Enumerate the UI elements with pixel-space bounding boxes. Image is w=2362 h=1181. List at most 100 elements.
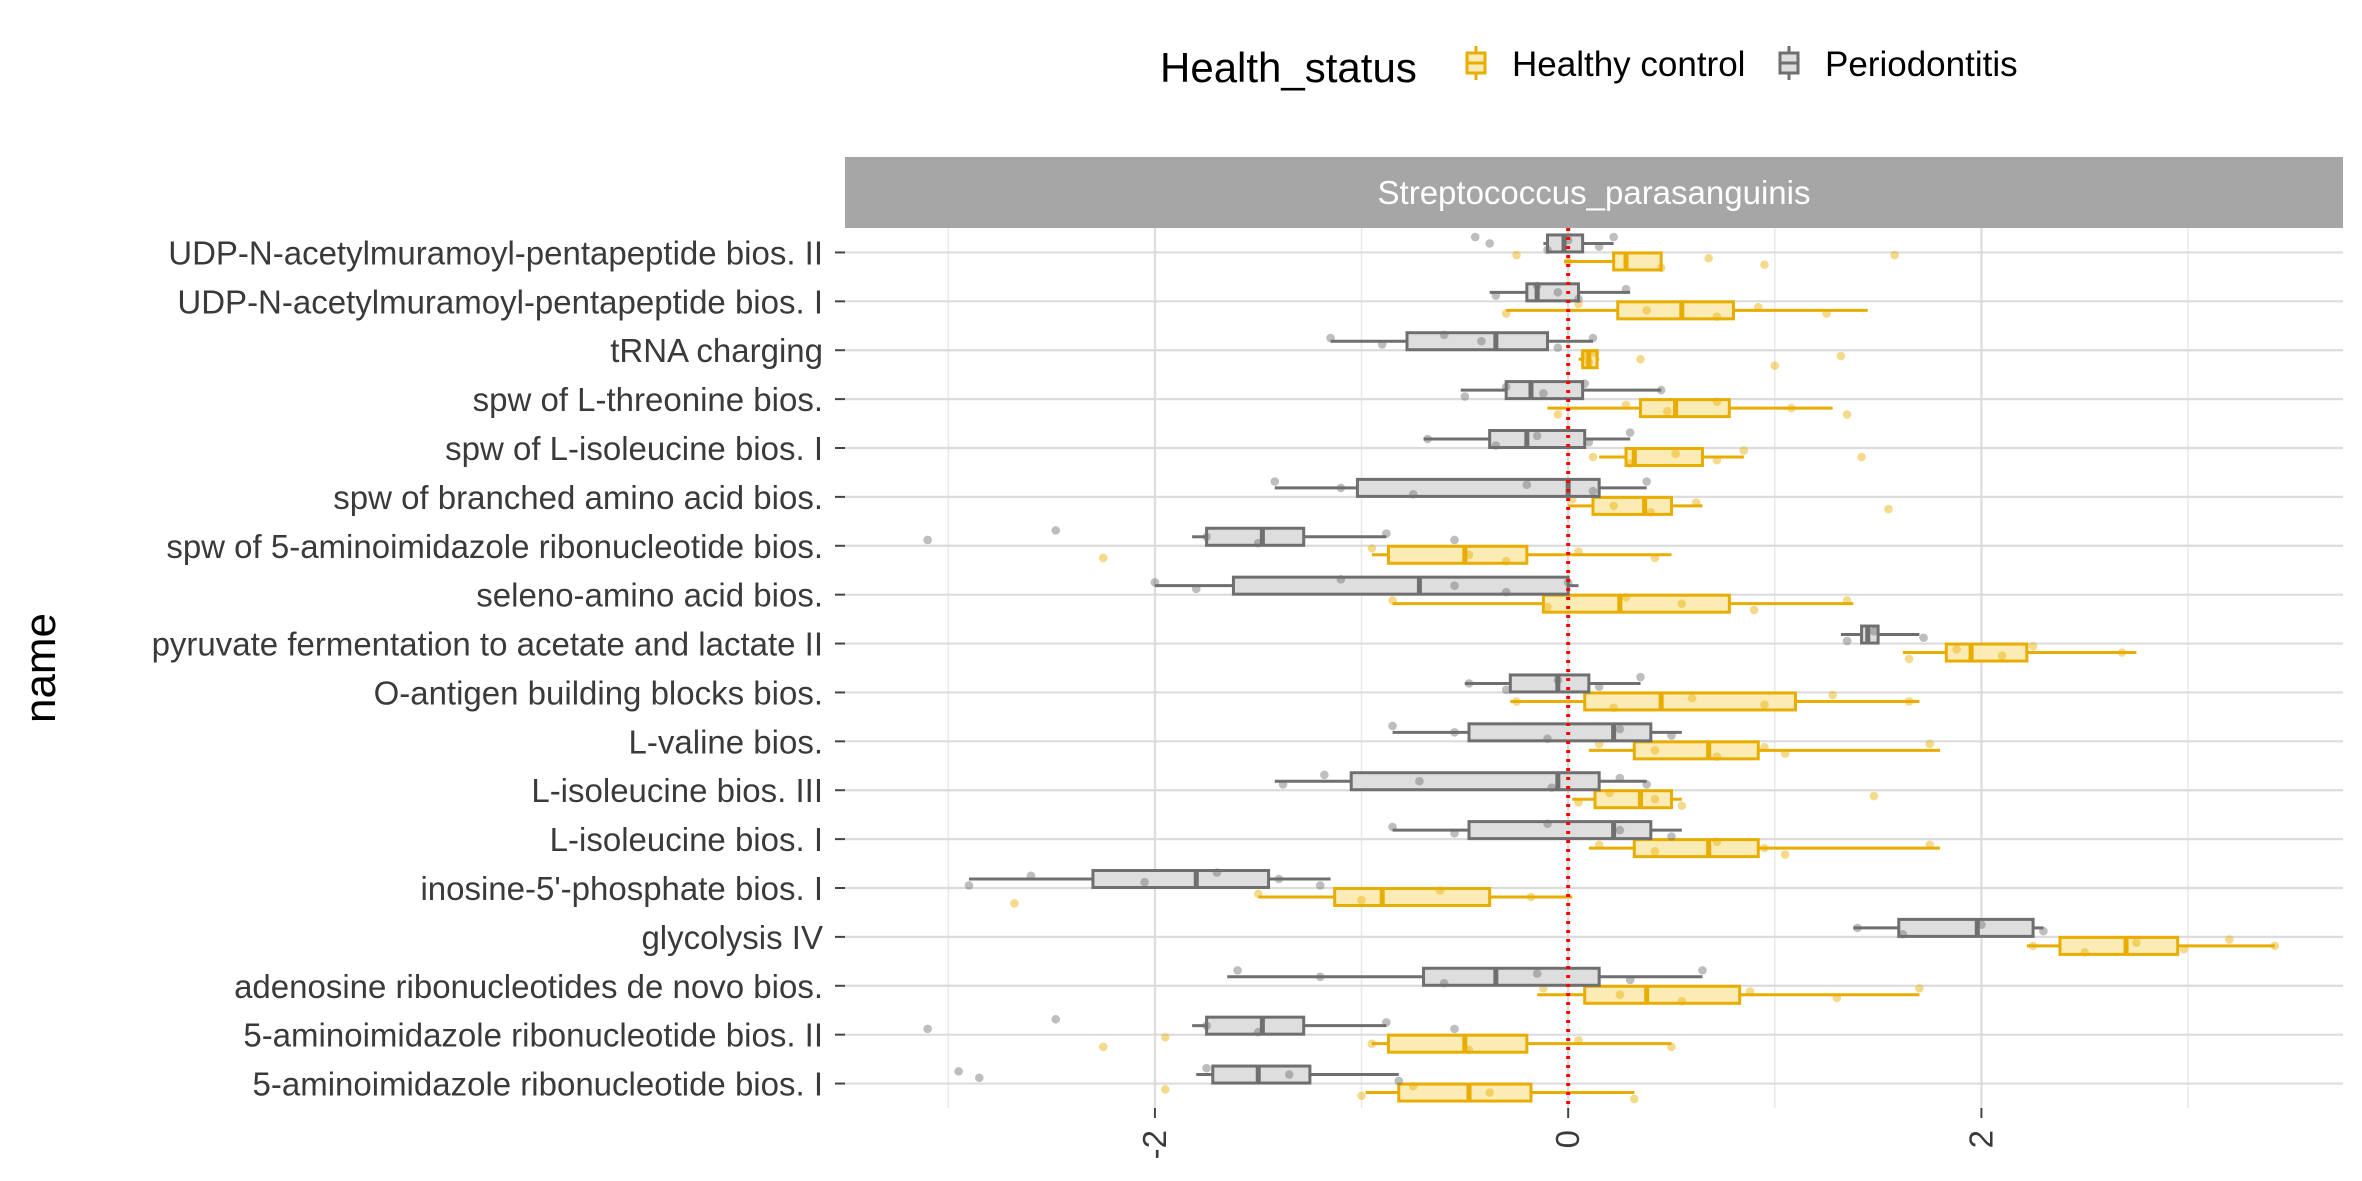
legend-label: Periodontitis — [1825, 45, 2018, 84]
data-point — [1377, 340, 1387, 349]
category-label: spw of L-threonine bios. — [473, 381, 823, 418]
data-point — [1367, 1039, 1377, 1048]
data-point — [1832, 993, 1842, 1003]
data-point — [1787, 403, 1796, 413]
box — [1583, 984, 1742, 1005]
data-point — [1485, 1088, 1494, 1097]
data-point — [1588, 333, 1598, 343]
legend: Health_status Healthy control Periodontit… — [1160, 44, 2018, 91]
data-point — [1642, 780, 1651, 789]
box — [1508, 673, 1591, 694]
x-tick-label: -2 — [1136, 1130, 1173, 1159]
data-point — [1904, 697, 1914, 706]
data-point — [1574, 1036, 1583, 1045]
data-point — [1745, 987, 1755, 996]
x-tick-label: 0 — [1549, 1130, 1586, 1148]
box — [1405, 331, 1550, 352]
category-label: pyruvate fermentation to acetate and lac… — [152, 626, 823, 663]
data-point — [1749, 605, 1759, 615]
data-point — [1650, 847, 1660, 856]
data-point — [1625, 459, 1635, 468]
data-point — [2080, 947, 2090, 957]
data-point — [1574, 798, 1583, 807]
data-point — [1584, 437, 1594, 447]
data-point — [1563, 578, 1573, 587]
data-point — [1315, 972, 1325, 982]
data-point — [1563, 257, 1573, 266]
data-point — [1253, 1027, 1263, 1037]
data-point — [1539, 389, 1548, 398]
box — [1386, 544, 1529, 565]
category-label: UDP-N-acetylmuramoyl-pentapeptide bios. … — [177, 283, 823, 320]
data-point — [1609, 501, 1618, 511]
data-point — [1977, 920, 1986, 929]
data-point — [1423, 434, 1432, 444]
category-label: spw of 5-aminoimidazole ribonucleotide b… — [166, 528, 823, 565]
data-point — [1836, 351, 1846, 361]
data-point — [1857, 452, 1866, 462]
data-point — [1890, 250, 1899, 260]
data-point — [1869, 791, 1879, 801]
data-point — [1563, 235, 1573, 245]
data-point — [1501, 382, 1511, 392]
data-point — [1609, 703, 1618, 713]
data-point — [1450, 1024, 1459, 1034]
data-point — [1532, 969, 1542, 978]
data-point — [1760, 742, 1769, 752]
data-point — [964, 881, 974, 890]
series-healthy-control — [1010, 250, 2280, 1104]
data-point — [1532, 431, 1542, 441]
data-point — [1357, 1091, 1366, 1101]
data-point — [1450, 829, 1459, 838]
data-point — [1450, 535, 1459, 545]
data-point — [1470, 232, 1480, 242]
data-point — [2117, 648, 2127, 657]
data-point — [1202, 532, 1211, 542]
data-point — [1594, 242, 1604, 251]
box — [1488, 429, 1587, 449]
data-point — [1760, 260, 1769, 269]
data-point — [1150, 578, 1160, 587]
data-point — [1698, 966, 1707, 975]
data-point — [1712, 312, 1722, 322]
data-point — [2028, 641, 2038, 651]
legend-label: Healthy control — [1512, 45, 1745, 84]
data-point — [1357, 895, 1366, 905]
data-point — [2225, 935, 2234, 944]
box — [1632, 838, 1760, 859]
data-point — [2179, 944, 2189, 954]
box — [1467, 722, 1653, 743]
data-point — [1828, 690, 1837, 700]
data-point — [1477, 336, 1486, 346]
data-point — [1605, 788, 1614, 798]
category-label: L-isoleucine bios. I — [550, 821, 823, 858]
data-point — [1952, 645, 1961, 654]
box — [1091, 869, 1271, 889]
data-point — [1098, 1042, 1108, 1052]
data-point — [1491, 291, 1501, 300]
data-point — [1512, 697, 1521, 706]
data-point — [1512, 250, 1521, 260]
legend-item-periodontitis: Periodontitis — [1778, 45, 2018, 84]
data-point — [1671, 449, 1680, 459]
legend-item-healthy-control: Healthy control — [1465, 45, 1745, 84]
series-periodontitis — [923, 232, 2048, 1086]
data-point — [1574, 294, 1583, 304]
data-point — [1394, 1076, 1404, 1086]
data-point — [1191, 584, 1201, 594]
data-point — [1278, 780, 1288, 789]
data-point — [1253, 538, 1263, 548]
data-point — [1098, 553, 1108, 563]
data-point — [1326, 333, 1335, 343]
box — [1632, 740, 1760, 761]
category-label: glycolysis IV — [641, 919, 823, 956]
category-label: spw of L-isoleucine bios. I — [445, 430, 823, 467]
data-point — [1543, 734, 1552, 744]
plot-panel — [845, 228, 2343, 1108]
data-point — [1646, 507, 1656, 517]
box — [1386, 1033, 1529, 1054]
data-point — [1212, 868, 1222, 877]
data-point — [1667, 1042, 1676, 1052]
data-point — [1919, 633, 1928, 643]
data-point — [1233, 966, 1242, 975]
